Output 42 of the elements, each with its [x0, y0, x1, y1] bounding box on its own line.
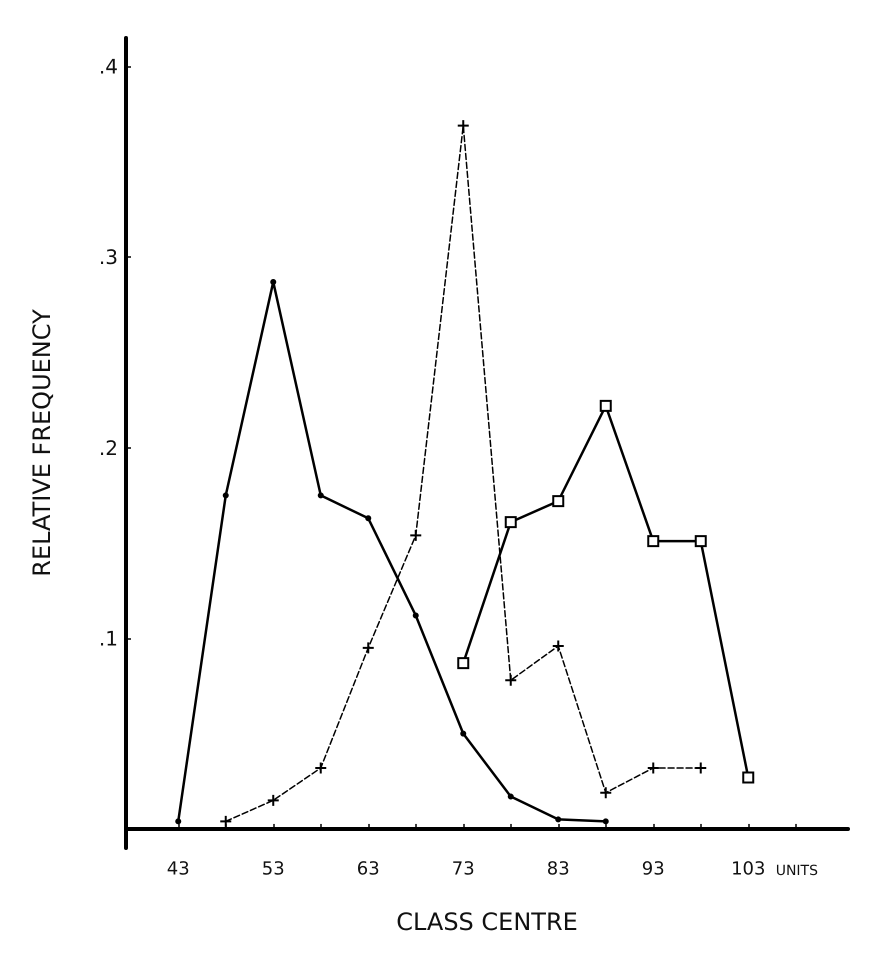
point [219, 814, 232, 828]
point [175, 818, 182, 824]
point [555, 816, 562, 822]
y-tick-label: .3 [98, 245, 118, 270]
point [742, 771, 754, 784]
point [504, 674, 518, 687]
point [694, 535, 707, 548]
point [362, 641, 375, 654]
point [266, 794, 280, 807]
y-tick-label: .4 [98, 54, 118, 79]
y-tick-label: .1 [98, 626, 118, 650]
point [552, 495, 564, 508]
point [318, 492, 324, 498]
point [412, 612, 419, 618]
point [647, 535, 660, 548]
point [460, 730, 466, 737]
x-tick-label: 53 [262, 858, 285, 880]
text: UNITS [776, 863, 818, 879]
point [552, 639, 565, 652]
y-axis-title: RELATIVE FREQUENCY [28, 308, 56, 577]
point [365, 515, 372, 522]
point [504, 516, 517, 528]
point [694, 761, 708, 774]
x-axis-title: CLASS CENTRE [396, 908, 578, 936]
point [270, 278, 276, 285]
y-tick-label: .2 [98, 436, 118, 460]
x-tick-label: 83 [546, 858, 570, 880]
point [646, 761, 660, 774]
x-tick-label: 63 [356, 858, 380, 880]
x-tick-label: 93 [642, 858, 665, 880]
point [600, 400, 612, 412]
x-tick-label: 73 [452, 858, 475, 880]
point [409, 528, 422, 542]
point [314, 761, 328, 774]
x-tick-label: 103 [731, 858, 766, 880]
point [599, 786, 612, 800]
point [222, 492, 229, 498]
point [508, 794, 514, 800]
point [602, 818, 609, 824]
x-tick-label: 43 [166, 858, 190, 880]
point [457, 657, 470, 670]
point [456, 119, 470, 132]
